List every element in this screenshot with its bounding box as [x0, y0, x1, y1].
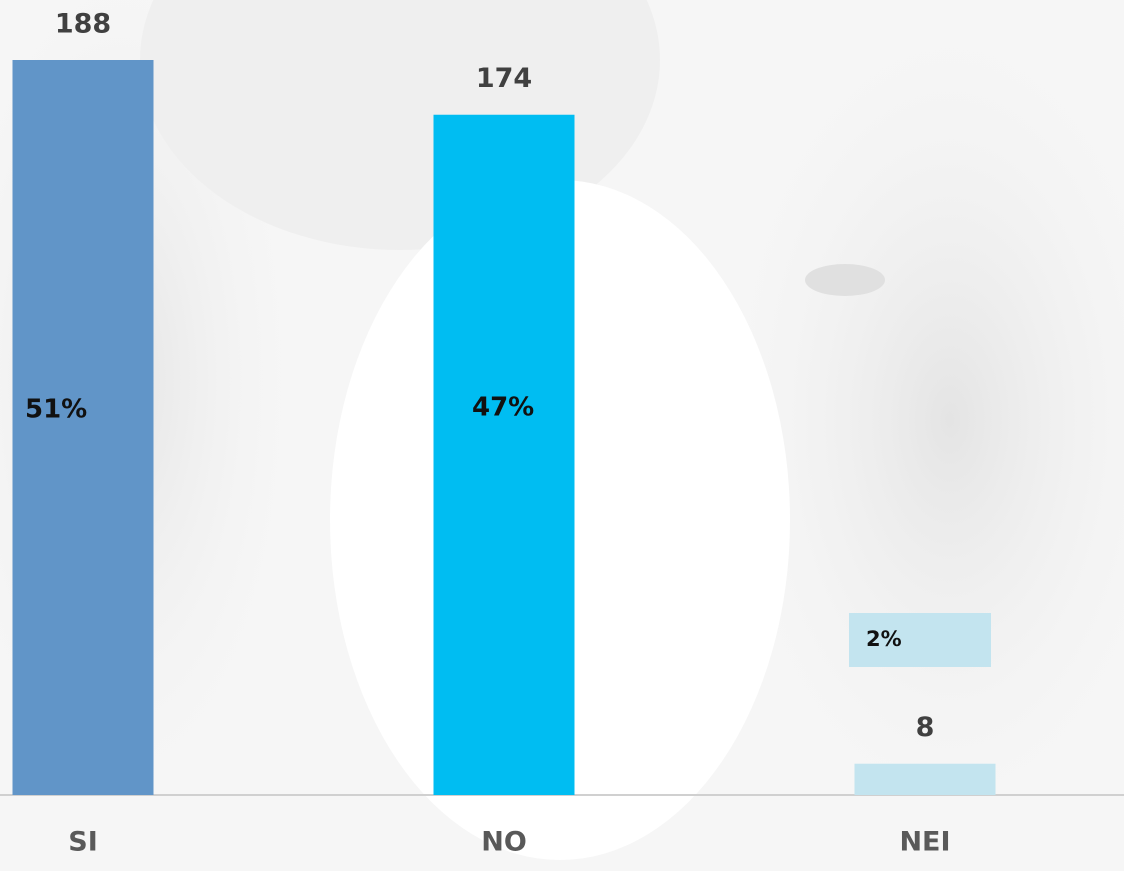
share-label: 2% [866, 627, 902, 651]
x-tick-label: NO [481, 827, 527, 858]
x-tick-label: NEI [899, 827, 950, 858]
bar [433, 114, 575, 796]
bar [12, 60, 154, 795]
x-tick-label: SI [68, 827, 98, 858]
value-label: 188 [55, 9, 111, 40]
share-label: 47% [472, 393, 534, 423]
share-label-box [849, 613, 991, 667]
value-label: 174 [476, 63, 532, 94]
share-label: 51% [25, 395, 87, 425]
bar [854, 763, 996, 795]
value-label: 8 [916, 712, 935, 743]
